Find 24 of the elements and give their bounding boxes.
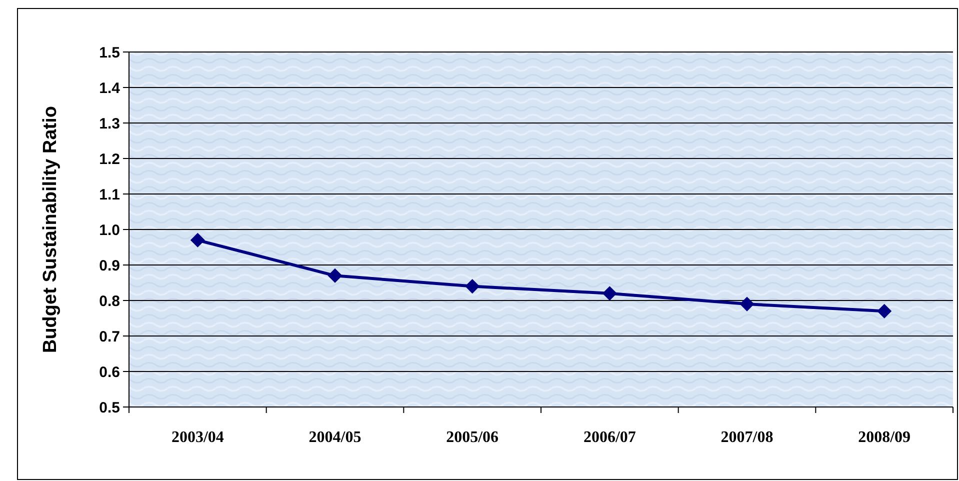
y-tick-label: 0.9 — [99, 257, 120, 274]
y-axis-title: Budget Sustainability Ratio — [40, 106, 61, 354]
y-tick-label: 0.6 — [99, 364, 120, 381]
y-tick-label: 1.4 — [99, 80, 121, 97]
y-tick-label: 0.7 — [99, 328, 120, 346]
x-tick-label: 2005/06 — [446, 429, 499, 446]
point — [877, 304, 892, 318]
y-tick-label: 0.8 — [99, 292, 120, 310]
point — [190, 233, 205, 248]
x-tick-label: 2008/09 — [858, 429, 911, 446]
x-tick-label: 2004/05 — [308, 429, 362, 446]
y-tick-label: 1.5 — [99, 44, 120, 62]
y-tick-label: 1.0 — [99, 222, 120, 239]
y-tick-label: 1.1 — [99, 186, 120, 204]
x-tick-label: 2006/07 — [583, 429, 636, 446]
x-tick-label: 2003/04 — [171, 429, 224, 446]
y-tick-label: 1.3 — [99, 115, 120, 132]
point — [740, 296, 754, 312]
y-tick-label: 0.5 — [99, 399, 120, 416]
point — [328, 268, 342, 283]
point — [602, 286, 617, 300]
point — [465, 279, 480, 294]
x-tick-label: 2007/08 — [720, 429, 774, 446]
y-tick-label: 1.2 — [99, 150, 120, 168]
